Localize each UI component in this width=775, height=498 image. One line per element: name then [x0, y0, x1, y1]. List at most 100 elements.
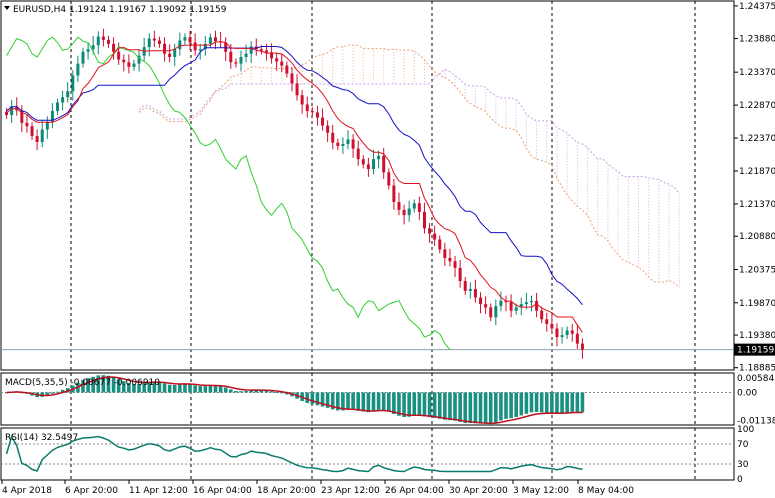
- macd-bar: [443, 392, 447, 420]
- macd-bar: [494, 392, 498, 423]
- senkou-span-a: [138, 44, 680, 288]
- dropdown-triangle-icon[interactable]: [4, 6, 10, 10]
- candle-body: [428, 228, 432, 234]
- macd-bar: [60, 389, 65, 393]
- candle-body: [295, 83, 299, 96]
- time-tick: 26 Apr 04:00: [385, 486, 444, 496]
- candle-body: [5, 111, 9, 115]
- macd-bar: [116, 379, 121, 393]
- macd-bar: [208, 385, 213, 393]
- macd-bar: [203, 386, 208, 393]
- candle-body: [157, 40, 161, 44]
- macd-bar: [325, 392, 330, 408]
- macd-bar: [397, 392, 401, 416]
- candle-body: [30, 126, 34, 137]
- candle-body: [443, 249, 447, 258]
- macd-bar: [376, 392, 381, 410]
- price-tick: 1.23880: [739, 35, 775, 45]
- time-axis: 4 Apr 2018 6 Apr 20:00 11 Apr 12:00 16 Apr …: [1, 480, 634, 496]
- candle-body: [71, 75, 75, 92]
- macd-bar: [218, 386, 223, 393]
- macd-bar: [183, 383, 187, 393]
- candle-body: [565, 330, 569, 336]
- candle-body: [315, 112, 319, 118]
- candle-body: [173, 49, 177, 58]
- candle-body: [484, 304, 488, 308]
- macd-bar: [412, 392, 417, 416]
- main-panel[interactable]: [0, 0, 735, 371]
- candle-body: [494, 306, 498, 318]
- macd-bar: [386, 392, 391, 412]
- price-tick: 1.23370: [739, 68, 775, 78]
- symbol-header: EURUSD,H4 1.19124 1.19167 1.19092 1.1915…: [4, 5, 227, 15]
- candle-body: [438, 239, 442, 250]
- price-tick: 1.18885: [739, 364, 775, 374]
- rsi-label: RSI(14) 32.5497: [5, 433, 78, 443]
- candle-body: [122, 59, 126, 63]
- price-tick: 1.19380: [739, 331, 775, 341]
- candle-body: [91, 45, 95, 50]
- candle-body: [326, 125, 330, 133]
- candle-body: [117, 51, 121, 60]
- macd-bar: [514, 392, 518, 417]
- macd-bar: [320, 392, 325, 407]
- macd-label: MACD(5,35,5) -0.00677 -0.006910: [5, 378, 160, 388]
- candle-body: [524, 302, 528, 305]
- candle-body: [259, 49, 263, 51]
- candle-body: [529, 300, 533, 303]
- macd-bar: [575, 392, 580, 413]
- macd-bar: [539, 392, 544, 413]
- candle-body: [25, 122, 29, 127]
- price-tick: 1.22870: [739, 101, 775, 111]
- macd-bar: [560, 392, 564, 414]
- candle-body: [407, 208, 411, 216]
- rsi-tick: 0: [737, 475, 743, 485]
- macd-bar: [524, 392, 529, 414]
- price-tick: 1.20375: [739, 266, 775, 276]
- candle-body: [417, 203, 421, 212]
- candle-body: [351, 139, 355, 149]
- candle-body: [249, 46, 253, 54]
- macd-bar: [555, 392, 559, 414]
- last-price-badge: 1.19159: [734, 343, 775, 356]
- candle-body: [499, 300, 503, 307]
- time-tick: 23 Apr 12:00: [321, 486, 380, 496]
- macd-bar: [478, 392, 483, 424]
- candle-body: [132, 63, 136, 67]
- candle-body: [555, 328, 559, 338]
- time-tick: 6 Apr 20:00: [65, 486, 118, 496]
- candle-body: [361, 159, 365, 165]
- macd-bar: [264, 390, 269, 393]
- candle-body: [244, 53, 248, 58]
- candle-body: [10, 106, 14, 115]
- macd-bar: [162, 383, 167, 393]
- macd-bar: [468, 392, 473, 424]
- candle-body: [224, 42, 228, 52]
- candle-body: [519, 304, 523, 308]
- rsi-tick: 100: [737, 425, 754, 435]
- rsi-panel[interactable]: [0, 427, 735, 481]
- candle-body: [56, 102, 60, 112]
- candle-body: [570, 330, 574, 334]
- candle-body: [489, 307, 493, 318]
- macd-bar: [463, 392, 468, 424]
- candle-body: [193, 42, 197, 51]
- time-tick: 30 Apr 20:00: [449, 486, 508, 496]
- macd-bar: [565, 392, 569, 413]
- candle-body: [35, 136, 39, 143]
- macd-bar: [193, 385, 197, 393]
- macd-bar: [91, 376, 95, 393]
- candle-body: [397, 201, 401, 210]
- macd-bar: [132, 383, 136, 393]
- candle-body: [545, 319, 549, 324]
- candle-body: [45, 121, 49, 130]
- rsi-tick: 30: [737, 460, 749, 470]
- chikou-span-line: [6, 36, 451, 350]
- time-tick: 3 May 12:00: [513, 486, 569, 496]
- macd-bar: [473, 392, 478, 424]
- macd-bar: [402, 392, 406, 418]
- candle-body: [392, 185, 396, 202]
- macd-bar: [111, 377, 116, 393]
- macd-bar: [488, 392, 493, 425]
